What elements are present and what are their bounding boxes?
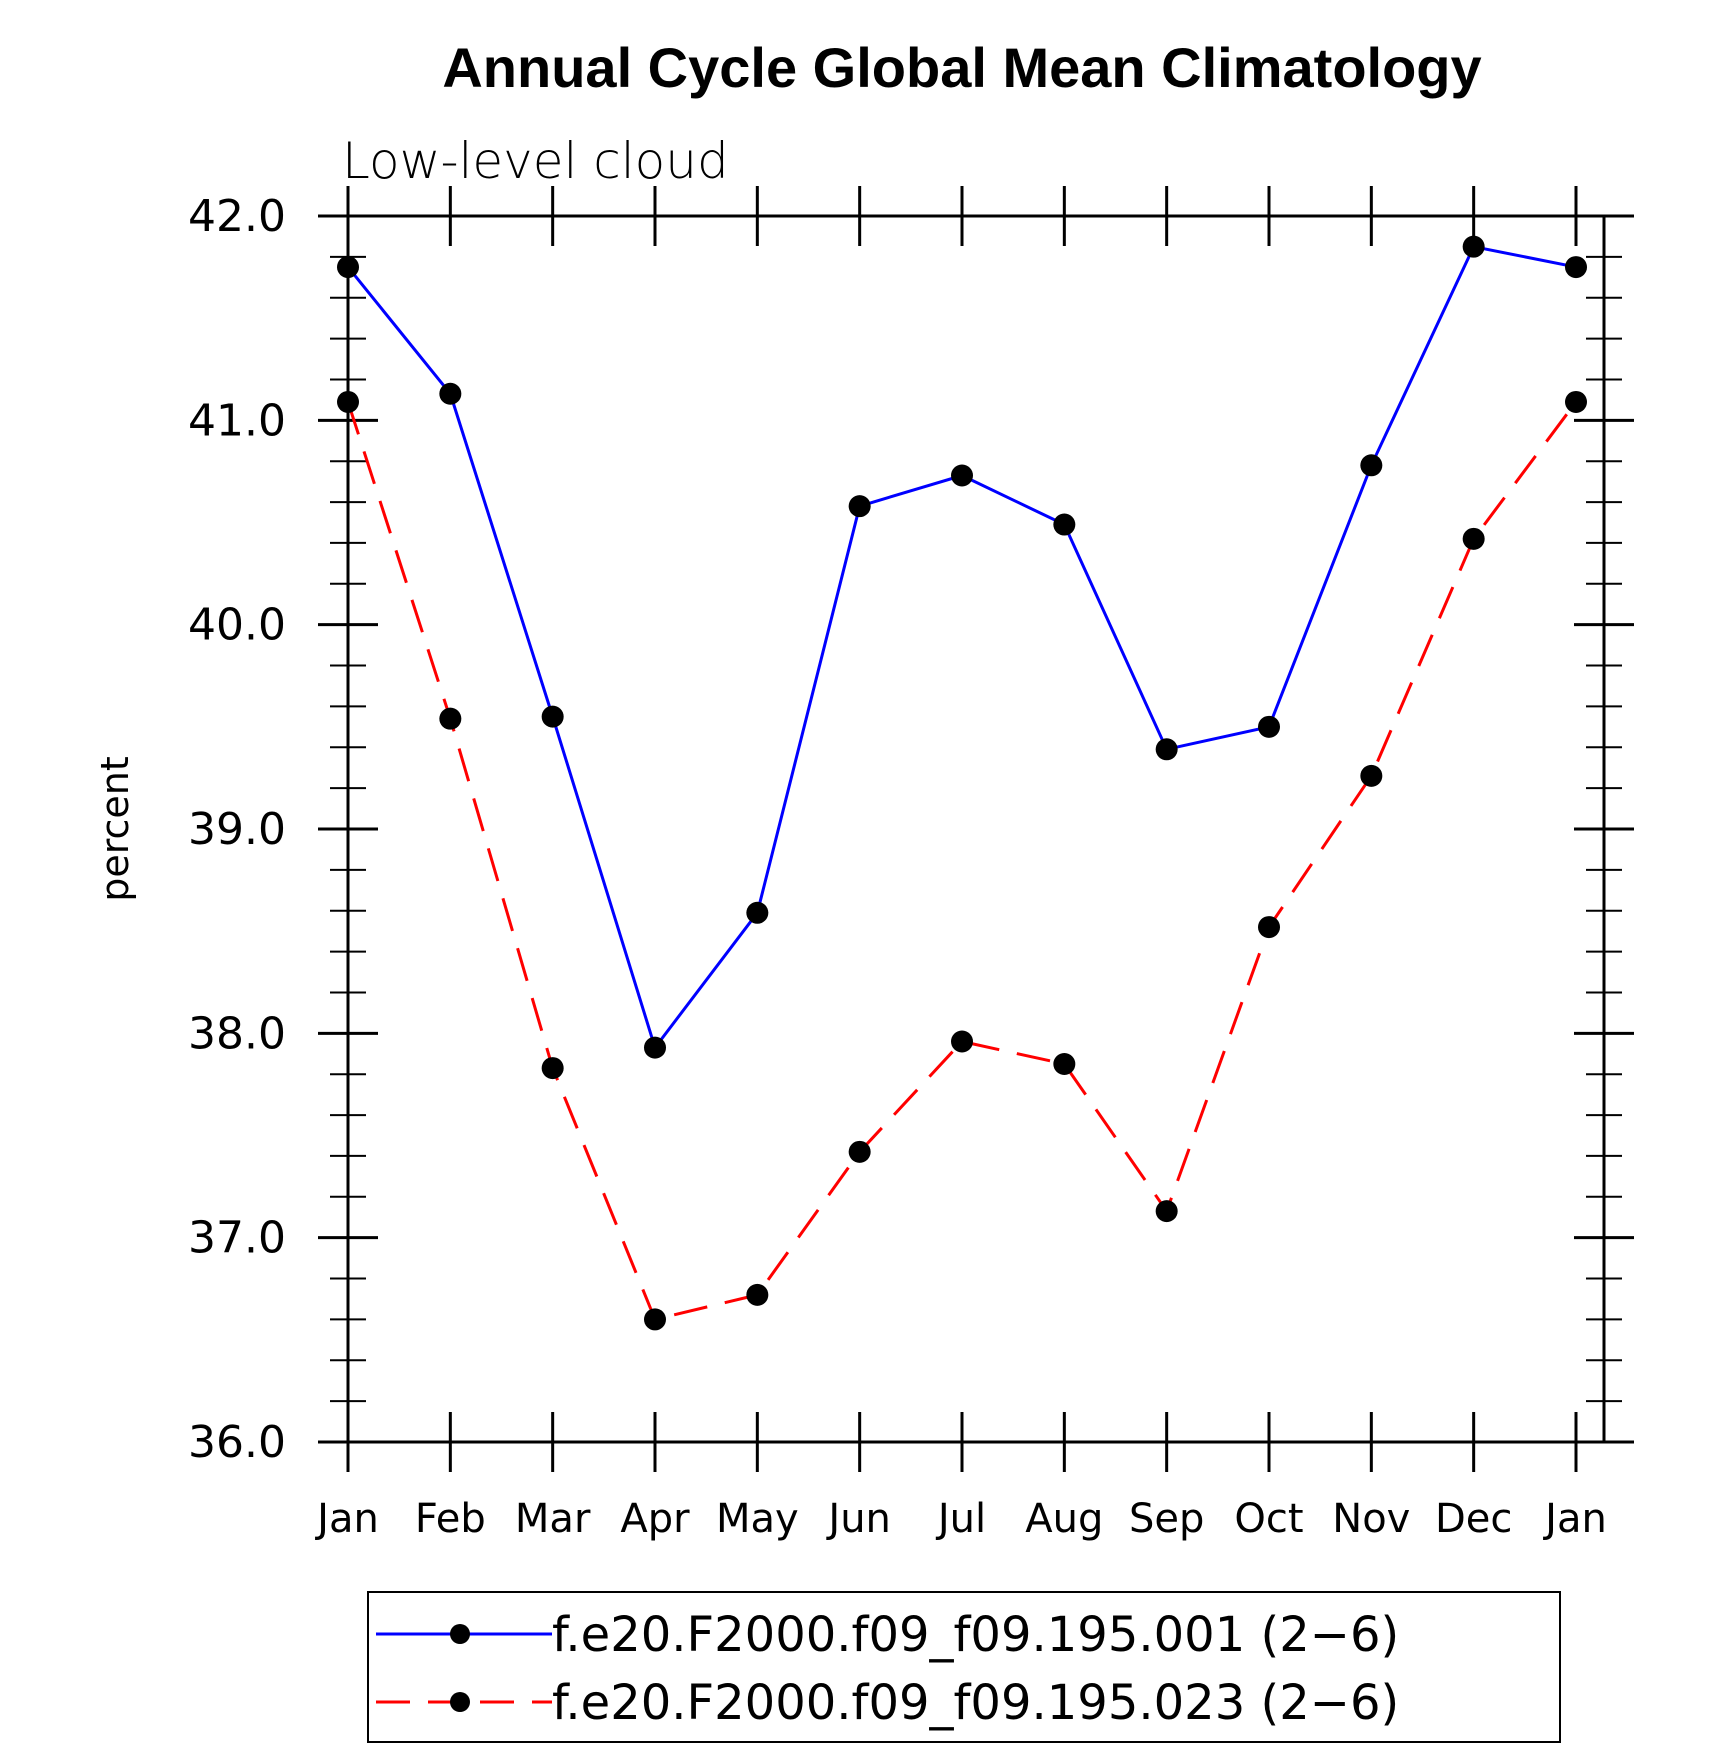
data-point-series-1 <box>541 705 564 728</box>
y-tick-label: 36.0 <box>188 1417 286 1468</box>
data-point-series-1 <box>337 256 359 279</box>
y-tick-label: 39.0 <box>188 804 286 855</box>
x-tick-label: Jul <box>935 1496 986 1542</box>
x-tick-label: Jan <box>1542 1496 1607 1542</box>
y-tick-label: 38.0 <box>188 1008 286 1059</box>
chart-subtitle: Low-level cloud <box>342 132 729 190</box>
data-point-series-2 <box>337 390 359 413</box>
y-tick-label: 37.0 <box>188 1213 286 1264</box>
data-point-series-1 <box>848 495 871 518</box>
data-point-series-2 <box>1462 527 1485 550</box>
x-tick-label: Nov <box>1332 1496 1410 1542</box>
data-point-series-1 <box>1053 513 1076 536</box>
x-tick-label: Oct <box>1234 1496 1303 1542</box>
data-point-series-1 <box>1462 235 1485 258</box>
x-tick-label: Aug <box>1025 1496 1103 1542</box>
legend-box <box>367 1591 1561 1743</box>
data-point-series-1 <box>644 1036 666 1059</box>
x-tick-label: Feb <box>415 1496 486 1542</box>
data-point-series-2 <box>1155 1200 1178 1223</box>
data-point-series-1 <box>1360 454 1383 477</box>
x-tick-label: Apr <box>620 1496 690 1542</box>
x-tick-label: Jun <box>825 1496 891 1542</box>
legend-marker-series-1 <box>450 1624 470 1644</box>
data-point-series-1 <box>439 382 462 405</box>
data-point-series-2 <box>951 1030 973 1053</box>
data-point-series-2 <box>848 1140 871 1163</box>
data-point-series-2 <box>1258 916 1280 939</box>
data-point-series-2 <box>541 1057 564 1080</box>
chart-title: Annual Cycle Global Mean Climatology <box>442 36 1481 99</box>
plot-area: 36.0 37.0 38.0 39.0 40.0 41.0 42.0 Jan Feb Mar Apr… <box>188 186 1634 1542</box>
x-tick-label: Sep <box>1129 1496 1204 1542</box>
legend-label-series-1: f.e20.F2000.f09_f09.195.001 (2−6) <box>552 1607 1399 1663</box>
x-tick-label: Dec <box>1435 1496 1512 1542</box>
y-tick-label: 41.0 <box>188 395 286 446</box>
plot-frame <box>346 214 1606 1444</box>
y-tick-label: 40.0 <box>188 600 286 651</box>
data-point-series-1 <box>1258 715 1280 738</box>
data-point-series-2 <box>1053 1052 1076 1075</box>
data-point-series-2 <box>1360 764 1383 787</box>
series-line-1 <box>346 244 1577 1051</box>
x-tick-label: May <box>716 1496 799 1542</box>
y-axis-label: percent <box>93 756 137 902</box>
legend-marker-series-2 <box>450 1692 470 1712</box>
y-tick-label: 42.0 <box>188 191 286 242</box>
x-tick-label: Jan <box>314 1496 379 1542</box>
data-point-series-2 <box>439 707 462 730</box>
legend-label-series-2: f.e20.F2000.f09_f09.195.023 (2−6) <box>552 1675 1399 1731</box>
data-point-series-1 <box>1565 256 1587 279</box>
data-point-series-2 <box>1565 390 1587 413</box>
data-point-series-2 <box>644 1308 666 1331</box>
x-tick-label: Mar <box>515 1496 591 1542</box>
data-point-series-1 <box>951 464 973 487</box>
data-point-series-1 <box>746 901 769 924</box>
data-point-series-2 <box>746 1283 769 1306</box>
series-line-2 <box>346 401 1578 1322</box>
legend: f.e20.F2000.f09_f09.195.001 (2−6) f.e20.F… <box>367 1591 1561 1743</box>
data-point-series-1 <box>1155 738 1178 761</box>
